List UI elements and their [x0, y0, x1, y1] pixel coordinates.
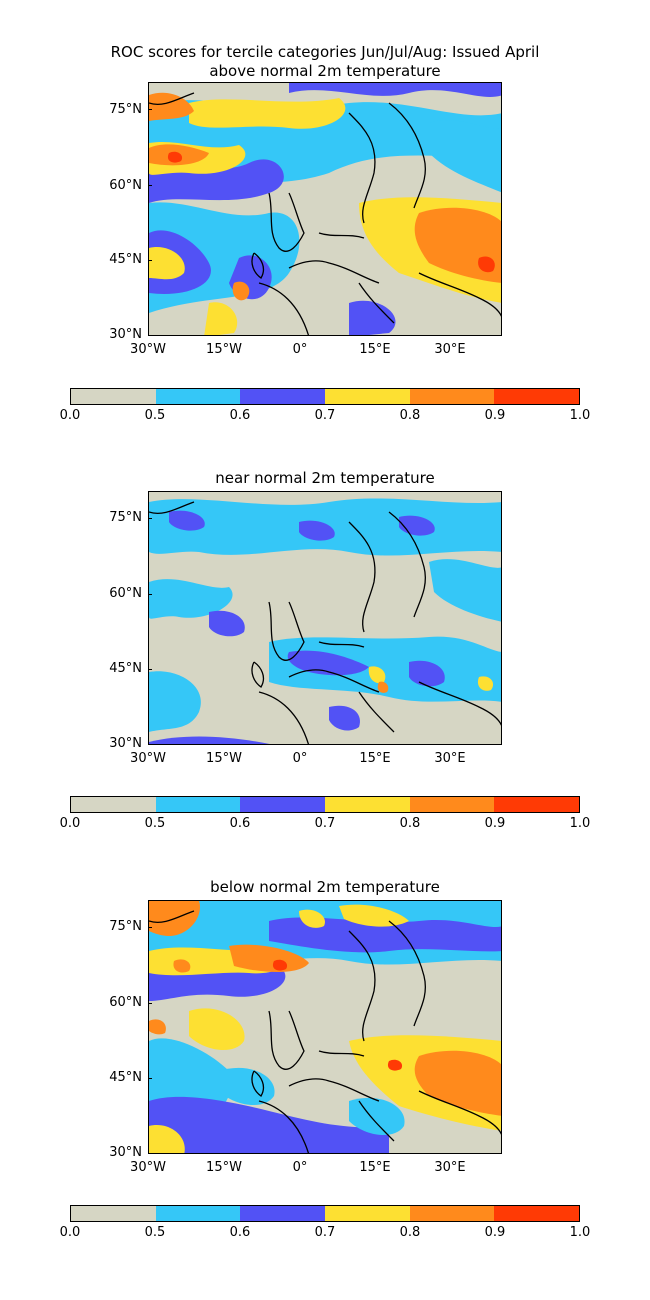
y-tick-label: 60°N [109, 586, 142, 601]
colorbar-tick-label: 0.0 [59, 408, 81, 423]
colorbar-segment [240, 797, 326, 812]
map-panel-near-normal [148, 491, 502, 745]
colorbar-segment [71, 389, 156, 404]
roc-field-below-normal [149, 901, 501, 1153]
x-tick-label: 30°W [130, 751, 166, 766]
colorbar-segment [494, 389, 580, 404]
y-tick-label: 45°N [109, 252, 142, 267]
x-tick-label: 30°E [434, 751, 466, 766]
y-tick-label: 45°N [109, 1070, 142, 1085]
colorbar-segment [325, 797, 410, 812]
colorbar-tick-label: 0.7 [314, 816, 336, 831]
x-tick-label: 15°E [359, 342, 391, 357]
colorbar-tick-label: 0.9 [484, 408, 506, 423]
colorbar-segment [155, 389, 241, 404]
figure-title: ROC scores for tercile categories Jun/Ju… [110, 43, 540, 61]
colorbar-tick-label: 0.5 [144, 408, 166, 423]
x-tick-label: 15°W [206, 342, 242, 357]
x-tick-label: 15°E [359, 1160, 391, 1175]
colorbar-tick-label: 0.0 [59, 1225, 81, 1240]
colorbar-above-normal [70, 388, 580, 405]
colorbar-tick-label: 0.5 [144, 816, 166, 831]
x-tick-label: 15°W [206, 751, 242, 766]
colorbar-tick-label: 0.8 [399, 408, 421, 423]
x-tick-label: 15°W [206, 1160, 242, 1175]
map-panel-below-normal [148, 900, 502, 1154]
colorbar-tick-label: 0.5 [144, 1225, 166, 1240]
colorbar-tick-label: 0.9 [484, 816, 506, 831]
colorbar-tick-label: 0.7 [314, 408, 336, 423]
panel-title-near-normal: near normal 2m temperature [215, 469, 435, 487]
ytick-mark [148, 260, 152, 261]
y-tick-label: 30°N [109, 1145, 142, 1160]
colorbar-tick-label: 0.8 [399, 1225, 421, 1240]
map-panel-above-normal [148, 82, 502, 336]
ytick-mark [148, 1078, 152, 1079]
colorbar-tick-label: 0.8 [399, 816, 421, 831]
colorbar-tick-label: 0.0 [59, 816, 81, 831]
colorbar-segment [325, 389, 410, 404]
ytick-mark [148, 185, 152, 186]
colorbar-segment [240, 1206, 326, 1221]
colorbar-tick-label: 0.9 [484, 1225, 506, 1240]
roc-field-above-normal [149, 83, 501, 335]
y-tick-label: 30°N [109, 327, 142, 342]
x-tick-label: 15°E [359, 751, 391, 766]
colorbar-segment [155, 1206, 241, 1221]
colorbar-segment [409, 797, 495, 812]
colorbar-tick-label: 1.0 [569, 816, 591, 831]
colorbar-tick-label: 0.6 [229, 408, 251, 423]
colorbar-below-normal [70, 1205, 580, 1222]
colorbar-segment [155, 797, 241, 812]
y-tick-label: 75°N [109, 510, 142, 525]
colorbar-tick-label: 1.0 [569, 408, 591, 423]
x-tick-label: 0° [292, 1160, 308, 1175]
y-tick-label: 60°N [109, 995, 142, 1010]
x-tick-label: 30°W [130, 342, 166, 357]
y-tick-label: 60°N [109, 178, 142, 193]
x-tick-label: 0° [292, 342, 308, 357]
colorbar-segment [494, 797, 580, 812]
y-tick-label: 75°N [109, 919, 142, 934]
colorbar-segment [409, 1206, 495, 1221]
roc-field-near-normal [149, 492, 501, 744]
colorbar-segment [71, 797, 156, 812]
panel-title-above-normal: above normal 2m temperature [209, 62, 441, 80]
ytick-mark [148, 594, 152, 595]
ytick-mark [148, 1003, 152, 1004]
colorbar-segment [494, 1206, 580, 1221]
ytick-mark [148, 518, 152, 519]
x-tick-label: 30°E [434, 342, 466, 357]
colorbar-segment [240, 389, 326, 404]
y-tick-label: 45°N [109, 661, 142, 676]
ytick-mark [148, 927, 152, 928]
y-tick-label: 75°N [109, 102, 142, 117]
colorbar-tick-label: 0.6 [229, 816, 251, 831]
ytick-mark [148, 109, 152, 110]
colorbar-segment [409, 389, 495, 404]
x-tick-label: 30°W [130, 1160, 166, 1175]
ytick-mark [148, 669, 152, 670]
colorbar-segment [71, 1206, 156, 1221]
x-tick-label: 30°E [434, 1160, 466, 1175]
y-tick-label: 30°N [109, 736, 142, 751]
colorbar-segment [325, 1206, 410, 1221]
colorbar-tick-label: 1.0 [569, 1225, 591, 1240]
colorbar-tick-label: 0.6 [229, 1225, 251, 1240]
x-tick-label: 0° [292, 751, 308, 766]
panel-title-below-normal: below normal 2m temperature [210, 878, 440, 896]
colorbar-near-normal [70, 796, 580, 813]
colorbar-tick-label: 0.7 [314, 1225, 336, 1240]
